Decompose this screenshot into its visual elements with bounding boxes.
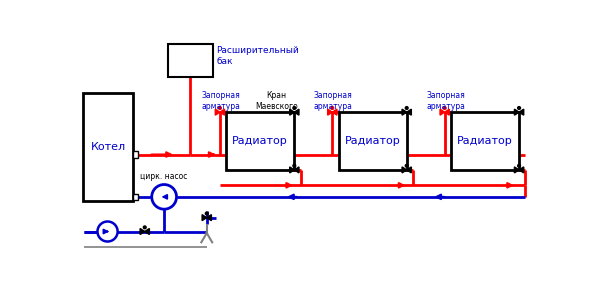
Polygon shape bbox=[407, 167, 412, 173]
Polygon shape bbox=[290, 109, 295, 115]
Bar bbox=[168, 45, 213, 77]
Bar bbox=[226, 112, 295, 170]
Text: Запорная
арматура: Запорная арматура bbox=[201, 91, 240, 111]
Polygon shape bbox=[519, 167, 524, 173]
Polygon shape bbox=[445, 109, 449, 115]
Text: Радиатор: Радиатор bbox=[232, 136, 288, 146]
Text: Кран
Маевского: Кран Маевского bbox=[255, 91, 298, 111]
Circle shape bbox=[443, 107, 446, 109]
Text: Запорная
арматура: Запорная арматура bbox=[426, 91, 465, 111]
Circle shape bbox=[331, 107, 334, 109]
Text: цирк. насос: цирк. насос bbox=[140, 172, 188, 181]
Bar bbox=[83, 93, 133, 201]
Circle shape bbox=[205, 212, 208, 215]
Polygon shape bbox=[519, 109, 524, 115]
Text: Радиатор: Радиатор bbox=[457, 136, 513, 146]
Polygon shape bbox=[332, 109, 337, 115]
Text: Радиатор: Радиатор bbox=[345, 136, 400, 146]
Polygon shape bbox=[295, 167, 299, 173]
Circle shape bbox=[406, 107, 408, 109]
Circle shape bbox=[293, 164, 296, 167]
Polygon shape bbox=[407, 109, 412, 115]
Polygon shape bbox=[402, 109, 407, 115]
Text: Котел: Котел bbox=[91, 142, 125, 152]
Polygon shape bbox=[145, 229, 149, 234]
Bar bbox=[133, 194, 138, 200]
Polygon shape bbox=[207, 215, 211, 221]
Polygon shape bbox=[220, 109, 224, 115]
Circle shape bbox=[218, 107, 221, 109]
Bar bbox=[451, 112, 519, 170]
Bar bbox=[338, 112, 407, 170]
Polygon shape bbox=[202, 215, 207, 221]
Bar bbox=[133, 151, 138, 158]
Circle shape bbox=[293, 107, 296, 109]
Circle shape bbox=[518, 107, 520, 109]
Polygon shape bbox=[215, 109, 220, 115]
Polygon shape bbox=[514, 109, 519, 115]
Text: Запорная
арматура: Запорная арматура bbox=[314, 91, 353, 111]
Polygon shape bbox=[140, 229, 145, 234]
Text: Расширительный
бак: Расширительный бак bbox=[216, 46, 299, 66]
Circle shape bbox=[518, 164, 520, 167]
Circle shape bbox=[97, 222, 118, 241]
Polygon shape bbox=[290, 167, 295, 173]
Polygon shape bbox=[295, 109, 299, 115]
Circle shape bbox=[143, 226, 146, 229]
Circle shape bbox=[406, 164, 408, 167]
Polygon shape bbox=[402, 167, 407, 173]
Circle shape bbox=[152, 185, 176, 209]
Polygon shape bbox=[328, 109, 332, 115]
Polygon shape bbox=[514, 167, 519, 173]
Polygon shape bbox=[440, 109, 445, 115]
